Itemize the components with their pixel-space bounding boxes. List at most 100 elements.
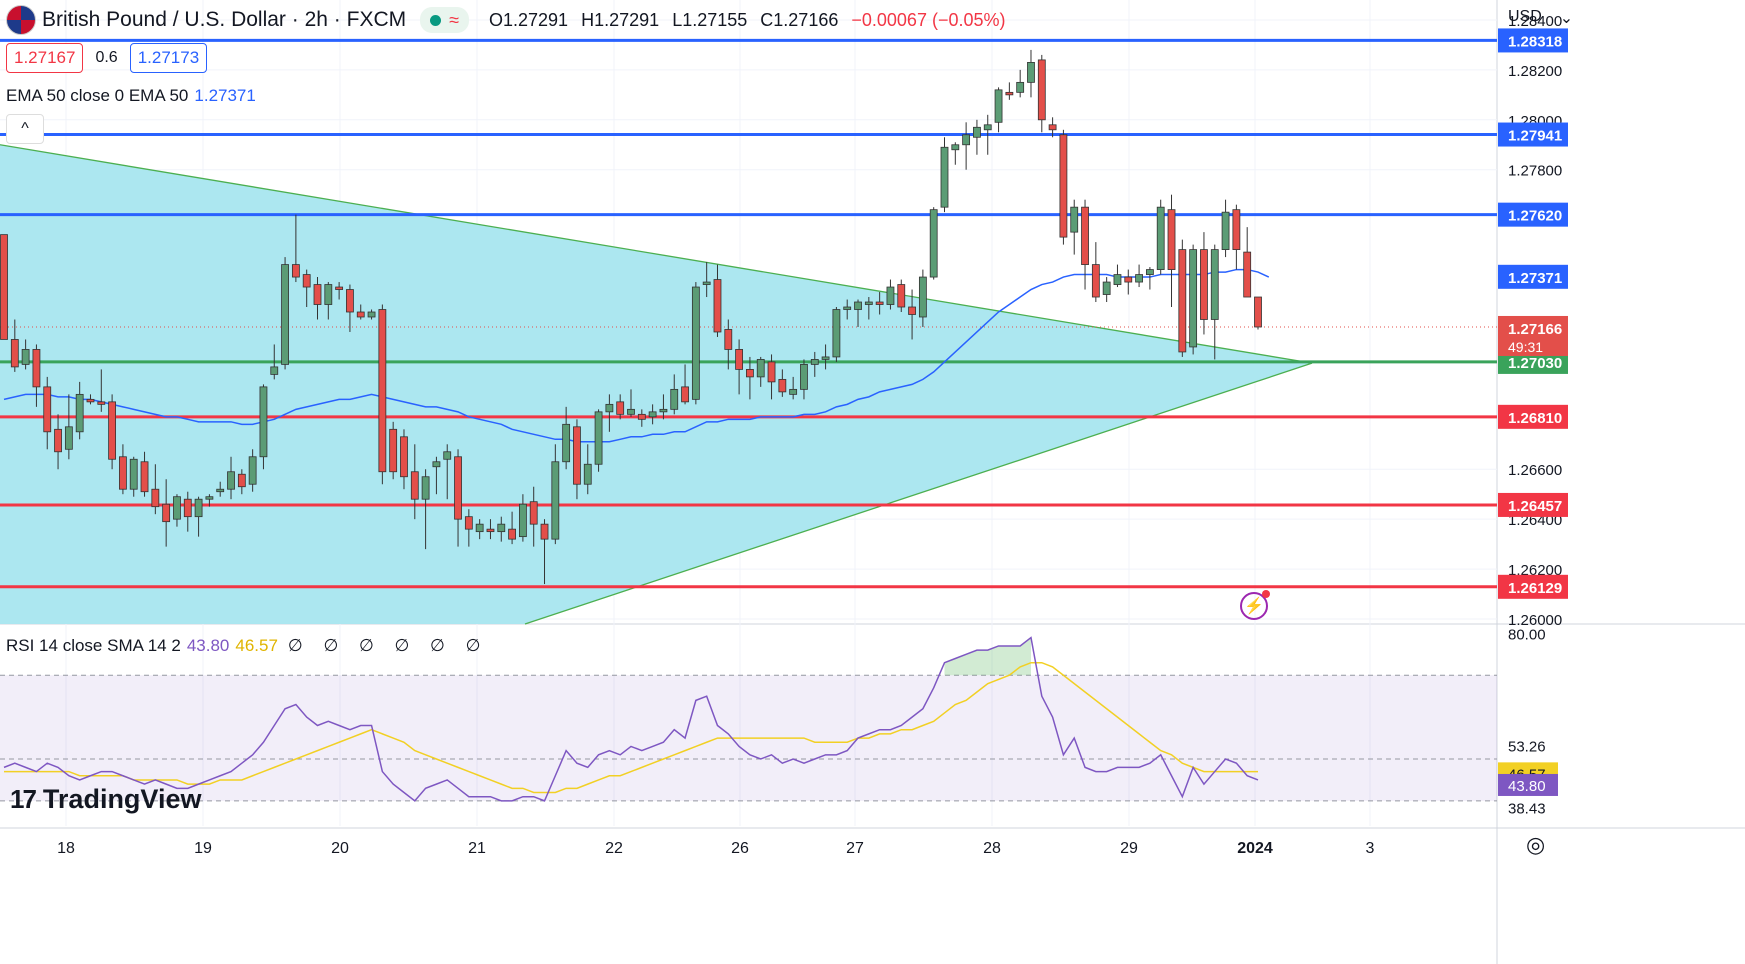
candle-body: [378, 309, 387, 473]
candle: [183, 491, 192, 532]
candle-body: [367, 311, 376, 318]
candle: [378, 304, 387, 485]
candle: [248, 449, 257, 492]
rsi-pane-bg: [0, 625, 1497, 826]
currency-selector[interactable]: USD ⌄: [1508, 8, 1573, 28]
candle-body: [389, 428, 398, 473]
buy-price-button[interactable]: 1.27173: [129, 43, 208, 73]
candle: [518, 494, 527, 542]
candle: [205, 494, 214, 507]
candle: [54, 414, 62, 470]
rsi-tick-label: 38.43: [1508, 800, 1546, 817]
candle: [475, 519, 484, 540]
candle-body: [854, 301, 862, 310]
candle-body: [756, 359, 765, 378]
candle: [583, 444, 592, 495]
alert-lightning-icon[interactable]: ⚡: [1240, 590, 1270, 620]
candle-body: [897, 284, 906, 308]
candle-body: [832, 309, 841, 358]
candle: [1005, 82, 1014, 100]
candle-body: [540, 523, 549, 540]
candle-body: [227, 471, 235, 490]
candle: [43, 376, 52, 450]
candle-body: [918, 276, 927, 318]
rsi-legend-label: RSI 14 close SMA 14 2: [6, 636, 181, 655]
level-badge: 1.27620: [1508, 208, 1562, 225]
candle-body: [86, 398, 95, 403]
candle-body: [324, 284, 333, 305]
candle-body: [983, 124, 992, 131]
candle: [670, 374, 679, 415]
candle: [259, 384, 268, 470]
currency-label: USD: [1508, 8, 1542, 25]
candle-body: [281, 264, 289, 365]
candle: [573, 419, 581, 500]
level-badge: 1.26810: [1508, 410, 1562, 427]
candle: [562, 406, 571, 470]
candle: [281, 257, 289, 370]
gbpusd-flag-icon: [6, 5, 36, 35]
candle: [1059, 129, 1068, 245]
candle: [1243, 227, 1252, 298]
rsi-legend[interactable]: RSI 14 close SMA 14 2 43.80 46.57 ∅ ∅ ∅ ∅ ∅…: [6, 636, 488, 656]
candle: [432, 456, 441, 495]
ohlc-readout: O1.27291 H1.27291 L1.27155 C1.27166 −0.0…: [489, 10, 1014, 31]
candle-body: [410, 471, 419, 500]
ema-legend[interactable]: EMA 50 close 0 EMA 50 1.27371: [6, 86, 256, 106]
sell-price-button[interactable]: 1.27167: [6, 43, 84, 73]
settings-gear-icon[interactable]: ◎: [1526, 832, 1546, 857]
candle: [659, 394, 668, 420]
candle-body: [10, 339, 19, 368]
candle-body: [551, 461, 560, 540]
candle-body: [1102, 281, 1111, 295]
rsi-legend-extra: ∅ ∅ ∅ ∅ ∅ ∅: [287, 636, 489, 655]
price-badge: 1.27166: [1508, 321, 1562, 338]
candle-body: [605, 403, 614, 413]
candle-body: [43, 386, 52, 433]
level-badge: 1.27030: [1508, 355, 1562, 372]
candle-body: [518, 503, 527, 538]
candle-body: [821, 356, 830, 360]
candle: [648, 404, 657, 425]
collapse-legend-button[interactable]: ^: [6, 114, 44, 144]
candle: [508, 511, 516, 545]
candle: [1081, 199, 1089, 290]
candle-body: [1232, 209, 1241, 251]
tradingview-logo[interactable]: 17 TradingView: [10, 784, 201, 815]
level-badge-bg: [1498, 202, 1568, 227]
price-badge-bg: [1498, 315, 1568, 356]
candle: [854, 299, 862, 327]
candle: [605, 394, 614, 432]
rsi-tick-label: 53.26: [1508, 738, 1546, 755]
candle: [119, 444, 127, 495]
candle: [1135, 264, 1143, 288]
time-tick-label: 29: [1120, 840, 1138, 857]
candle: [1232, 204, 1241, 270]
candle: [335, 282, 344, 300]
candle-body: [670, 388, 679, 410]
symbol-title[interactable]: British Pound / U.S. Dollar · 2h · FXCM: [42, 8, 407, 31]
candle: [864, 297, 873, 320]
candle-body: [54, 428, 62, 453]
candle: [21, 339, 30, 370]
candle-body: [205, 496, 214, 500]
candle: [97, 369, 106, 412]
candle: [162, 479, 171, 547]
candle-body: [1254, 296, 1262, 328]
candle: [151, 464, 160, 515]
candle: [0, 234, 8, 340]
candle: [410, 444, 419, 520]
time-tick-label: 20: [331, 840, 349, 857]
spread-value: 0.6: [95, 49, 118, 66]
candle: [951, 142, 960, 165]
candle-body: [216, 488, 225, 493]
candle-body: [21, 349, 30, 365]
market-status-pill[interactable]: ≈: [420, 7, 469, 33]
candle: [681, 364, 689, 405]
candle-body: [194, 498, 203, 518]
candle-body: [270, 366, 279, 375]
candle-body: [929, 209, 938, 278]
candle: [389, 421, 398, 480]
candle-body: [735, 349, 744, 370]
